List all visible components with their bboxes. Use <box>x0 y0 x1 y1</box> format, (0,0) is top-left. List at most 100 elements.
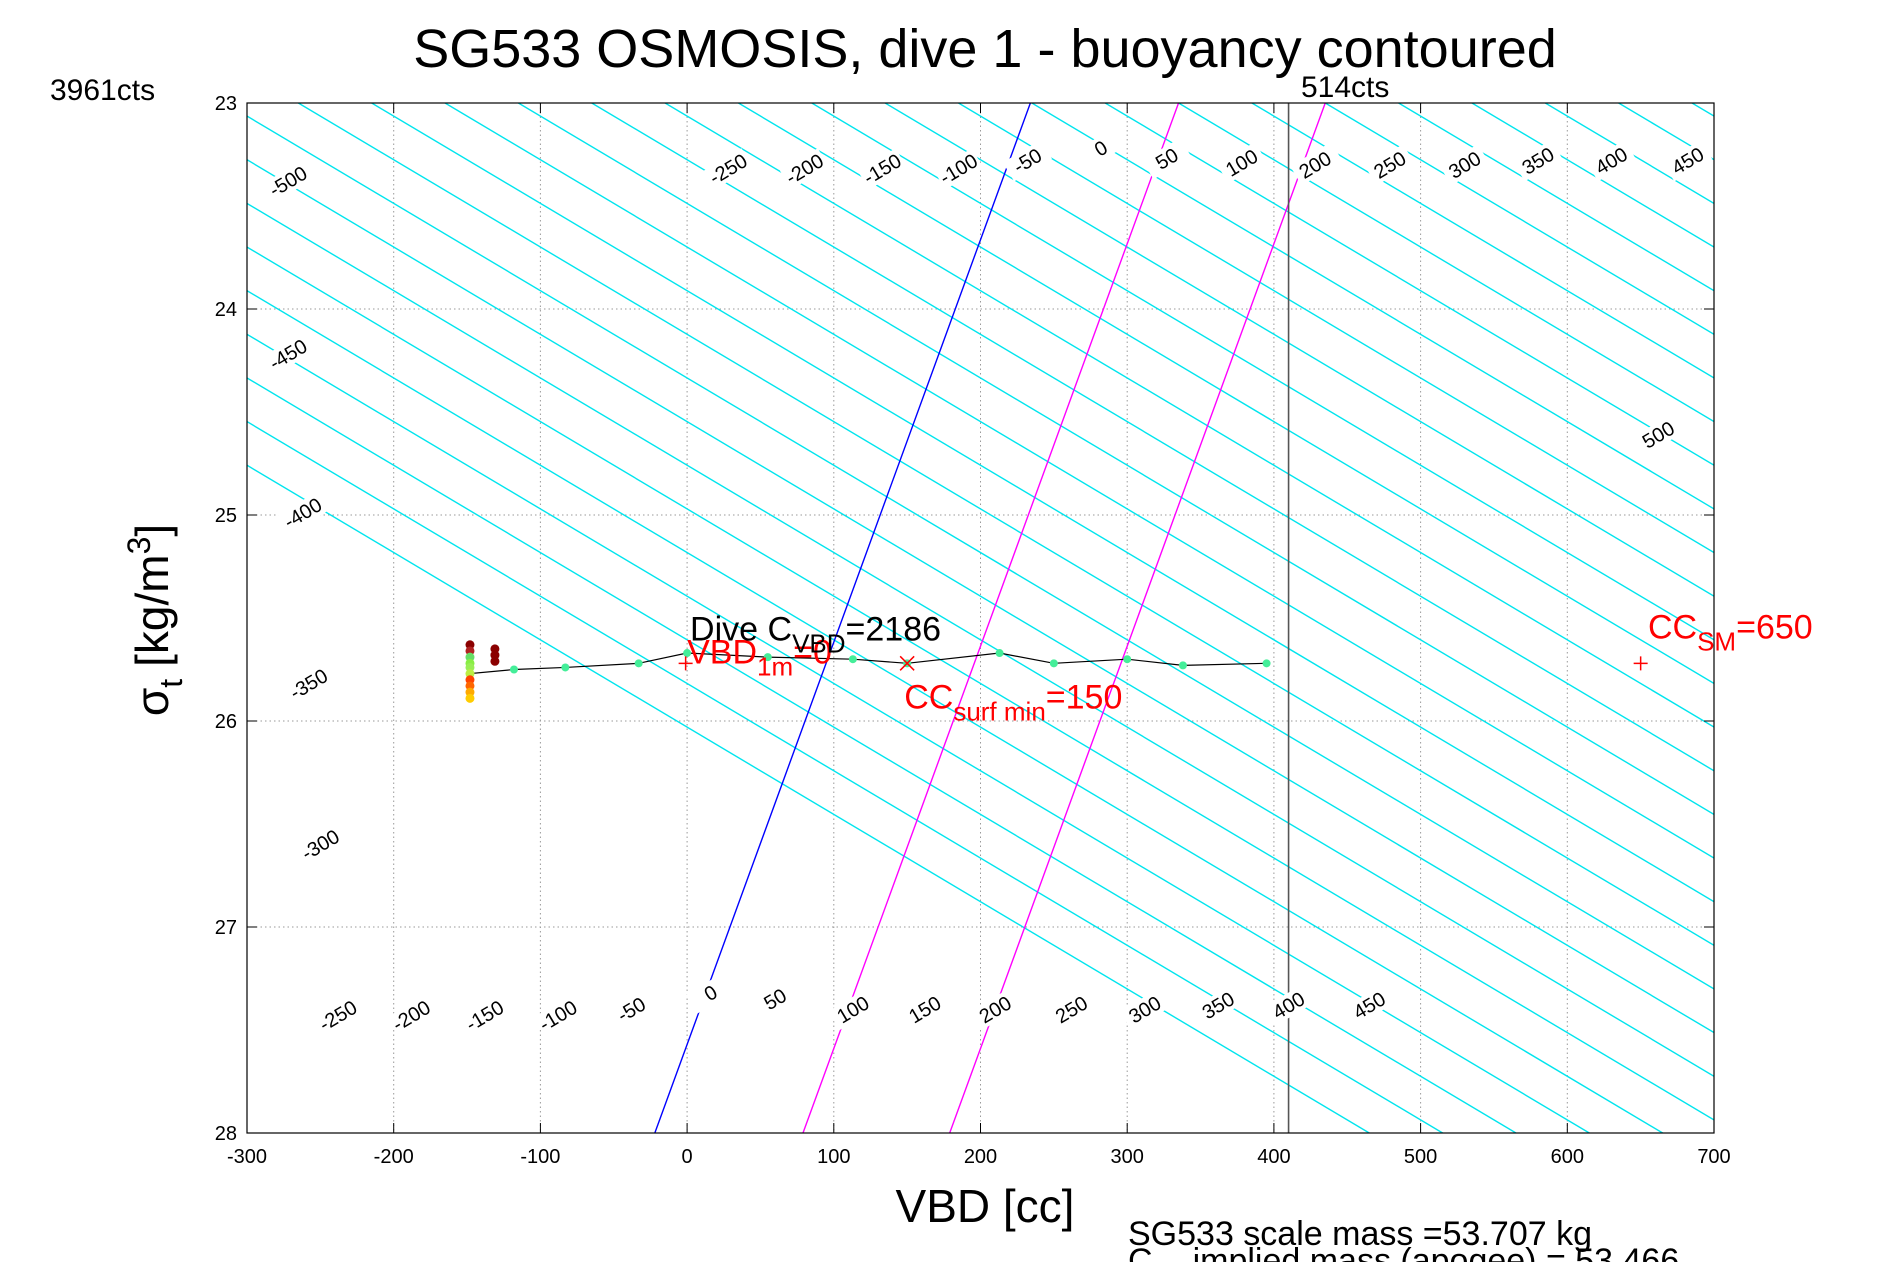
right-corner-counts: 514cts <box>1301 71 1389 104</box>
dive-c-vbd-label: Dive CVBD=2186 <box>690 611 941 659</box>
contour-line <box>247 377 1517 1133</box>
contour-line <box>1031 103 1714 510</box>
trajectory-point <box>1178 661 1187 670</box>
trajectory-point <box>1049 659 1058 668</box>
x-tick-label: 700 <box>1697 1146 1730 1168</box>
contour-line <box>297 103 1714 947</box>
contour-label-bg <box>1120 988 1170 1031</box>
x-tick-label: -200 <box>374 1146 414 1168</box>
cluster-point <box>465 687 475 697</box>
contour-label-bg <box>900 988 950 1031</box>
contour-line <box>1544 103 1714 205</box>
footer-scale-mass: SG533 scale mass =53.707 kg <box>1128 1215 1592 1253</box>
dive-c-vbd-label-main: Dive C <box>690 611 792 649</box>
x-tick-label: 200 <box>964 1146 997 1168</box>
cc-surf-min-label: CCsurf min=150 <box>904 679 1122 727</box>
cc-surf-min-label-main: CC <box>904 679 953 717</box>
buoyancy-contours <box>247 103 1891 1133</box>
trajectory-point <box>995 649 1004 658</box>
cluster-point <box>465 652 475 662</box>
vbd-1m-label-value: =0 <box>793 633 832 671</box>
cluster-point <box>465 693 475 703</box>
contour-label-bg <box>263 333 313 376</box>
cluster-point <box>465 669 475 679</box>
vbd-1m-label-main: VBD <box>687 633 757 671</box>
contour-line <box>1324 103 1714 336</box>
cluster-point <box>490 644 500 654</box>
contour-line <box>1251 103 1714 379</box>
contour-line <box>247 333 1590 1133</box>
contour-label-bg <box>933 148 984 190</box>
contour-label-bg <box>1142 137 1192 180</box>
y-tick-label: 25 <box>215 505 237 527</box>
contour-label-bg <box>1663 139 1713 182</box>
y-axis-symbol: σ <box>126 688 178 716</box>
contour-label-bg <box>1290 144 1340 186</box>
x-tick-label: -100 <box>520 1146 560 1168</box>
vbd-1m-label-subscript: 1m <box>757 651 793 681</box>
cc-surf-min-marker <box>899 655 915 671</box>
x-tick-label: 400 <box>1257 1146 1290 1168</box>
dive-c-vbd-label-value: =2186 <box>846 611 942 649</box>
contour-label-bg <box>386 994 436 1037</box>
contour-label-bg <box>1513 139 1563 182</box>
cc-surf-min-label-value: =150 <box>1046 679 1123 717</box>
contour-label-bg <box>1365 144 1415 186</box>
cc-sm-label-main: CC <box>1648 609 1697 647</box>
chart-title: SG533 OSMOSIS, dive 1 - buoyancy contour… <box>413 19 1557 79</box>
contour-label-bg <box>606 988 656 1031</box>
contour-line <box>1178 103 1714 423</box>
contour-label-bg <box>284 663 334 705</box>
contour-line <box>247 289 1664 1133</box>
contour-labels: -500-250-200-150-100-5005010015020025030… <box>263 127 1713 1037</box>
contour-label-bg <box>703 148 753 190</box>
cluster-point <box>490 656 500 666</box>
x-axis-label: VBD [cc] <box>896 1180 1075 1232</box>
cc-sm-label-subscript: SM <box>1697 627 1736 657</box>
reference-lines <box>654 103 1326 1133</box>
cluster-point <box>465 640 475 650</box>
contour-line <box>958 103 1714 554</box>
contour-label-bg <box>1633 413 1683 456</box>
trajectory-point <box>1262 659 1271 668</box>
contour-label-bg <box>828 988 878 1031</box>
cc-surf-min-line <box>802 103 1180 1133</box>
zero-buoyancy-line <box>654 103 1032 1133</box>
y-axis-units-open: [kg/m <box>126 554 178 666</box>
contour-line <box>591 103 1714 772</box>
contour-line <box>1839 103 1891 1133</box>
contour-line <box>1104 103 1714 467</box>
contour-line <box>811 103 1714 641</box>
contour-line <box>247 420 1443 1133</box>
y-axis-subscript: t <box>153 679 189 688</box>
grid <box>247 103 1714 1133</box>
y-axis-units-exponent: 3 <box>121 537 157 555</box>
footer-implied-mass-text: implied mass (apogee) = 53.466 <box>1193 1242 1680 1262</box>
trajectory-point <box>509 665 518 674</box>
contour-label-bg <box>779 148 829 190</box>
trajectory-line <box>469 646 1267 675</box>
contour-label-bg <box>1217 142 1267 184</box>
footer-implied-mass-symbol: C <box>1128 1242 1153 1262</box>
contour-label-bg <box>263 160 313 202</box>
y-axis-label: σt [kg/m3] <box>121 524 189 716</box>
x-tick-label: 300 <box>1111 1146 1144 1168</box>
contour-line <box>247 246 1714 1121</box>
y-tick-label: 27 <box>215 917 237 939</box>
contour-line <box>738 103 1714 685</box>
contour-label-bg <box>686 972 736 1014</box>
x-tick-label: 600 <box>1551 1146 1584 1168</box>
y-tick-label: 24 <box>215 299 237 321</box>
contour-label-bg <box>1344 984 1394 1026</box>
contour-label-bg <box>1076 127 1126 170</box>
left-corner-counts: 3961cts <box>50 74 155 107</box>
cluster-point <box>465 662 475 672</box>
contour-label-bg <box>1002 139 1052 182</box>
contour-label-bg <box>533 994 583 1037</box>
cc-vbd-line <box>949 103 1326 1133</box>
x-tick-label: 0 <box>682 1146 693 1168</box>
trajectory-point <box>683 649 692 658</box>
contour-label-bg <box>1264 984 1314 1026</box>
